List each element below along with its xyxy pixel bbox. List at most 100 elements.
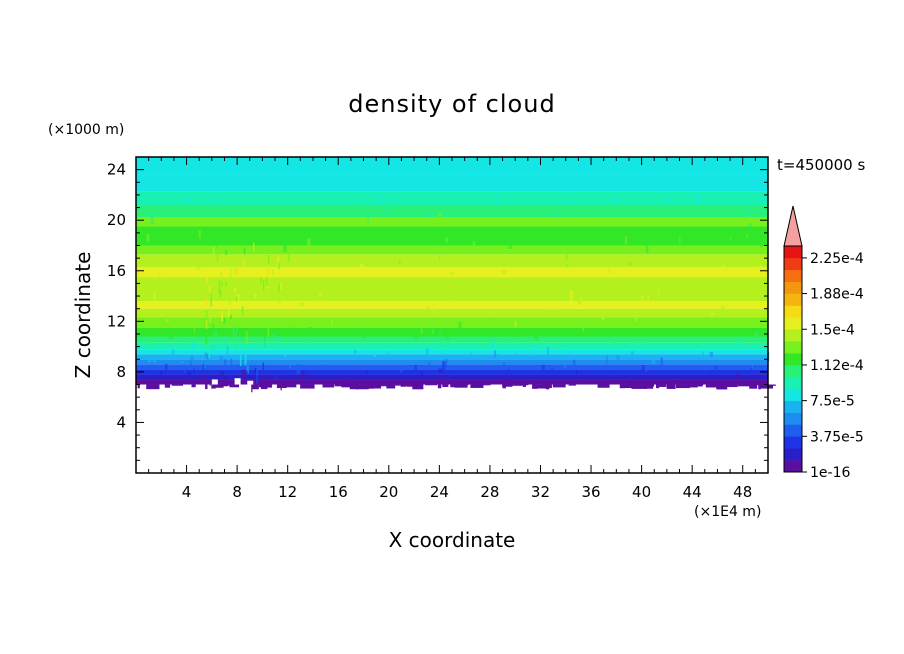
density-streak <box>563 201 568 204</box>
density-band <box>136 359 768 365</box>
cloud-base-fringe <box>597 384 610 388</box>
density-streak <box>232 267 236 275</box>
plume-streak <box>212 246 215 257</box>
density-streak <box>214 208 217 212</box>
density-streak <box>140 341 143 345</box>
x-tick-label: 40 <box>632 483 651 501</box>
density-streak <box>496 197 499 205</box>
cloud-base-fringe <box>205 384 208 390</box>
colorbar-swatch <box>784 448 802 461</box>
cloud-base-fringe <box>442 384 449 387</box>
density-streak <box>228 295 232 305</box>
cloud-base-fringe <box>619 384 626 389</box>
cloud-base-fringe <box>675 384 690 389</box>
plume-streak <box>208 353 210 359</box>
y-tick-label: 24 <box>107 161 126 179</box>
density-streak <box>613 336 616 345</box>
x-axis-units: (×1E4 m) <box>694 504 761 520</box>
density-streak <box>450 271 453 276</box>
density-streak <box>534 333 539 341</box>
density-streak <box>387 350 389 355</box>
x-tick-label: 12 <box>278 483 297 501</box>
cloud-base-fringe <box>749 384 758 389</box>
density-streak <box>212 323 214 330</box>
cloud-base-fringe <box>425 384 438 386</box>
density-streak <box>199 212 203 216</box>
density-streak <box>495 353 499 360</box>
density-band <box>136 301 768 309</box>
x-tick-label: 24 <box>430 483 449 501</box>
density-streak <box>502 270 506 274</box>
density-streak <box>350 366 353 370</box>
plume-streak <box>229 268 232 279</box>
density-streak <box>641 296 644 302</box>
density-streak <box>202 363 205 374</box>
density-streak <box>425 178 428 185</box>
density-streak <box>168 331 173 340</box>
cloud-base-fringe <box>341 384 357 388</box>
x-axis-label: X coordinate <box>389 528 516 552</box>
density-streak <box>743 292 746 299</box>
plume-streak <box>223 317 226 324</box>
plume-streak <box>246 330 248 345</box>
density-streak <box>446 337 450 341</box>
x-tick-label: 16 <box>329 483 348 501</box>
density-streak <box>344 378 349 385</box>
plume-streak <box>243 247 246 255</box>
density-streak <box>714 366 718 370</box>
density-streak <box>442 361 446 371</box>
density-streak <box>426 197 428 201</box>
y-axis-label: Z coordinate <box>71 252 95 379</box>
x-axis: 4 8 12 16 20 24 28 32 36 40 44 48 <box>148 157 756 501</box>
colorbar-swatch <box>784 353 802 366</box>
density-streak <box>212 233 215 242</box>
cloud-base-fringe <box>137 384 140 389</box>
density-streak <box>711 313 714 316</box>
density-streak <box>685 205 688 213</box>
density-streak <box>208 315 212 323</box>
density-streak <box>764 375 767 379</box>
x-tick-label: 8 <box>232 483 242 501</box>
density-streak <box>612 196 617 202</box>
plume-streak <box>278 283 280 292</box>
density-streak <box>481 343 486 348</box>
density-streak <box>585 183 587 188</box>
plume-streak <box>235 332 237 341</box>
density-streak <box>307 326 312 332</box>
colorbar-swatch <box>784 364 802 378</box>
cloud-base-fringe <box>437 384 442 389</box>
density-streak <box>210 293 215 297</box>
cloud-base-fringe <box>211 384 216 389</box>
cloud-base-fringe <box>191 384 196 388</box>
density-bands <box>136 157 768 385</box>
cloud-base-fringe <box>603 384 609 386</box>
plume-streak <box>206 297 208 304</box>
density-streak <box>672 380 677 385</box>
density-streak <box>363 182 367 189</box>
plume-streak <box>208 285 211 293</box>
density-streak <box>218 338 222 346</box>
cloud-base-fringe <box>412 384 424 390</box>
density-streak <box>758 265 763 273</box>
density-streak <box>588 211 592 214</box>
density-streak <box>628 369 631 380</box>
density-streak <box>197 245 202 253</box>
x-tick-label: 36 <box>581 483 600 501</box>
density-band <box>136 157 768 176</box>
density-streak <box>563 363 567 368</box>
cloud-base-fringe <box>521 384 529 386</box>
density-band <box>136 364 768 370</box>
density-streak <box>620 318 624 326</box>
plume-streak <box>267 254 270 264</box>
density-streak <box>366 369 368 377</box>
density-streak <box>255 267 258 276</box>
plume-streak <box>221 282 223 287</box>
density-streak <box>542 195 546 205</box>
density-band <box>136 354 768 360</box>
density-streak <box>470 352 473 356</box>
density-streak <box>702 351 704 360</box>
density-streak <box>565 253 568 261</box>
density-band <box>136 374 768 380</box>
density-streak <box>354 349 357 354</box>
y-axis: 4 8 12 16 20 24 <box>107 161 768 461</box>
